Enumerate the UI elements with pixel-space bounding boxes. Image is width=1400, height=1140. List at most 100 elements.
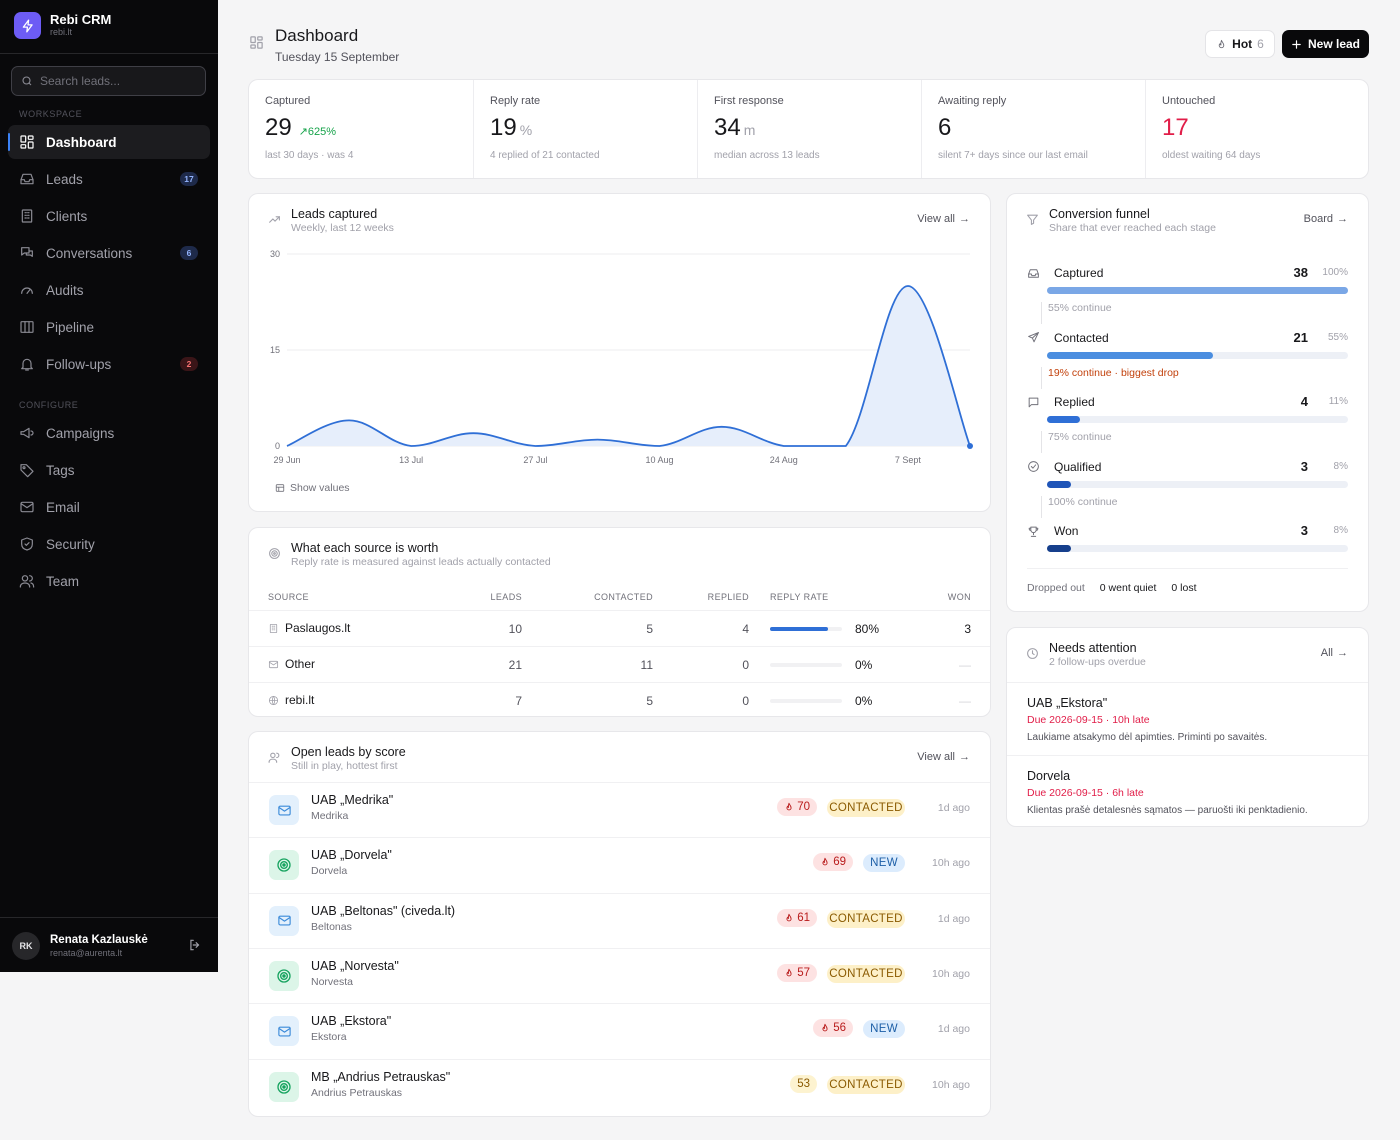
view-all-link[interactable]: View all → bbox=[917, 751, 970, 763]
card-subtitle: Still in play, hottest first bbox=[291, 760, 398, 772]
kpi-sub: median across 13 leads bbox=[714, 150, 820, 161]
score-badge: 57 bbox=[777, 963, 817, 982]
sidebar-item-conversations[interactable]: Conversations 6 bbox=[8, 236, 210, 270]
lead-name: UAB „Beltonas" (civeda.lt) bbox=[311, 903, 456, 918]
table-row[interactable]: rebi.lt 7 5 0 0% — bbox=[249, 682, 990, 716]
stage-name-wrap: Qualified bbox=[1028, 460, 1101, 474]
sidebar-item-dashboard[interactable]: Dashboard bbox=[8, 125, 210, 159]
lead-row[interactable]: UAB „Dorvela" Dorvela 69 NEW 10h ago bbox=[249, 837, 990, 892]
configure-section-label: CONFIGURE bbox=[19, 400, 79, 410]
table-row[interactable]: Paslaugos.lt 10 5 4 80% 3 bbox=[249, 610, 990, 646]
stage-name: Contacted bbox=[1054, 330, 1109, 345]
follow-up-note: Laukiame atsakymo dėl apimties. Priminti… bbox=[1027, 732, 1268, 743]
arrow-right-icon: → bbox=[1337, 213, 1348, 225]
sidebar-item-email[interactable]: Email bbox=[8, 490, 210, 524]
series-area bbox=[287, 286, 970, 446]
brand[interactable]: Rebi CRM rebi.lt bbox=[14, 12, 111, 39]
sidebar-item-audits[interactable]: Audits bbox=[8, 273, 210, 307]
columns-icon bbox=[19, 319, 35, 335]
card-subtitle: Weekly, last 12 weeks bbox=[291, 222, 394, 234]
follow-up-item[interactable]: UAB „Ekstora" Due 2026-09-15 · 10h late La… bbox=[1007, 682, 1368, 755]
sidebar-item-leads[interactable]: Leads 17 bbox=[8, 162, 210, 196]
card-title: Needs attention bbox=[1049, 641, 1137, 655]
flame-icon bbox=[1218, 39, 1225, 48]
lead-row[interactable]: UAB „Norvesta" Norvesta 57 CONTACTED 10h ago bbox=[249, 947, 990, 1003]
y-tick-label: 0 bbox=[275, 441, 280, 451]
status-badge: CONTACTED bbox=[827, 799, 905, 817]
stage-bar-track bbox=[1047, 287, 1348, 294]
sidebar-item-campaigns[interactable]: Campaigns bbox=[8, 416, 210, 450]
arrow-right-icon: → bbox=[1337, 647, 1348, 659]
count-badge: 6 bbox=[180, 246, 198, 260]
score-badge: 53 bbox=[790, 1074, 817, 1093]
score-badge: 56 bbox=[813, 1019, 853, 1038]
follow-up-note: Klientas prašė detalesnės sąmatos — paru… bbox=[1027, 805, 1308, 816]
leads-count: 7 bbox=[515, 694, 522, 708]
view-all-link[interactable]: View all → bbox=[917, 213, 970, 225]
lightning-icon bbox=[14, 12, 41, 39]
sidebar-item-tags[interactable]: Tags bbox=[8, 453, 210, 487]
kpi-label: Awaiting reply bbox=[938, 95, 1007, 107]
new-lead-button[interactable]: New lead bbox=[1282, 30, 1369, 58]
stage-name-wrap: Captured bbox=[1028, 266, 1103, 280]
lead-row[interactable]: UAB „Beltonas" (civeda.lt) Beltonas 61 CONT… bbox=[249, 892, 990, 948]
col-reply-rate: REPLY RATE bbox=[770, 592, 829, 602]
link-label: View all bbox=[917, 751, 955, 763]
page-title: Dashboard bbox=[275, 26, 359, 45]
stage-percent: 8% bbox=[1333, 525, 1348, 536]
won-count: 3 bbox=[964, 622, 971, 636]
search-input[interactable] bbox=[40, 74, 190, 88]
all-link[interactable]: All → bbox=[1321, 647, 1348, 659]
sidebar-item-label: Security bbox=[46, 536, 95, 552]
contacted-count: 5 bbox=[646, 694, 653, 708]
trend-up-icon: ↗ bbox=[298, 126, 308, 138]
sidebar-item-label: Leads bbox=[46, 171, 83, 187]
stage-percent: 55% bbox=[1327, 331, 1348, 343]
target-icon bbox=[269, 1071, 299, 1102]
last-activity: 10h ago bbox=[932, 967, 970, 980]
kpi-value: 34 bbox=[714, 114, 741, 141]
col-leads: LEADS bbox=[490, 592, 522, 602]
sidebar-item-security[interactable]: Security bbox=[8, 527, 210, 561]
page-date: Tuesday 15 September bbox=[275, 50, 400, 64]
logout-icon[interactable] bbox=[188, 938, 202, 952]
search-box[interactable] bbox=[11, 66, 206, 96]
table-row[interactable]: Other 21 11 0 0% — bbox=[249, 646, 990, 682]
status-badge: CONTACTED bbox=[827, 1075, 905, 1094]
col-won: WON bbox=[947, 592, 971, 602]
card-title: What each source is worth bbox=[291, 541, 439, 555]
lead-company: Andrius Petrauskas bbox=[311, 1086, 403, 1099]
user-email: renata@aurenta.lt bbox=[50, 948, 123, 958]
lead-row[interactable]: MB „Andrius Petrauskas" Andrius Petrauska… bbox=[249, 1058, 990, 1114]
kpi-reply-rate: Reply rate 19% 4 replied of 21 contacted bbox=[473, 80, 697, 178]
board-link[interactable]: Board → bbox=[1304, 213, 1348, 225]
link-label: All bbox=[1320, 647, 1333, 659]
score-badge: 70 bbox=[777, 798, 817, 816]
sidebar-item-team[interactable]: Team bbox=[8, 564, 210, 598]
stage-count: 4 bbox=[1300, 394, 1308, 409]
replied-count: 0 bbox=[742, 694, 749, 708]
sidebar-item-clients[interactable]: Clients bbox=[8, 199, 210, 233]
table-header: SOURCE LEADS CONTACTED REPLIED REPLY RAT… bbox=[249, 592, 990, 612]
card-title: Open leads by score bbox=[291, 745, 406, 759]
kpi-label: Captured bbox=[265, 95, 311, 107]
replied-count: 0 bbox=[742, 658, 749, 672]
tag-icon bbox=[19, 462, 35, 478]
card-header: Needs attention 2 follow-ups overdue All… bbox=[1007, 628, 1368, 678]
follow-up-item[interactable]: Dorvela Due 2026-09-15 · 6h late Klientas … bbox=[1007, 755, 1368, 826]
score-value: 61 bbox=[797, 911, 810, 924]
sidebar-item-follow-ups[interactable]: Follow-ups 2 bbox=[8, 347, 210, 381]
target-icon bbox=[268, 547, 281, 560]
user-profile[interactable]: RK Renata Kazlauskė renata@aurenta.lt bbox=[12, 930, 208, 962]
stage-name-wrap: Won bbox=[1028, 524, 1078, 538]
lead-row[interactable]: UAB „Ekstora" Ekstora 56 NEW 1d ago bbox=[249, 1003, 990, 1058]
sidebar-item-pipeline[interactable]: Pipeline bbox=[8, 310, 210, 344]
lead-name: UAB „Dorvela" bbox=[311, 848, 392, 863]
show-values-toggle[interactable]: Show values bbox=[275, 482, 350, 494]
plus-icon bbox=[1292, 39, 1301, 49]
kpi-awaiting-reply: Awaiting reply 6 silent 7+ days since ou… bbox=[921, 80, 1145, 178]
hot-leads-button[interactable]: Hot 6 bbox=[1205, 30, 1275, 58]
lead-row[interactable]: UAB „Medrika" Medrika 70 CONTACTED 1d ago bbox=[249, 782, 990, 837]
y-tick-label: 30 bbox=[270, 249, 280, 259]
stage-continue-note: 75% continue bbox=[1041, 431, 1112, 453]
